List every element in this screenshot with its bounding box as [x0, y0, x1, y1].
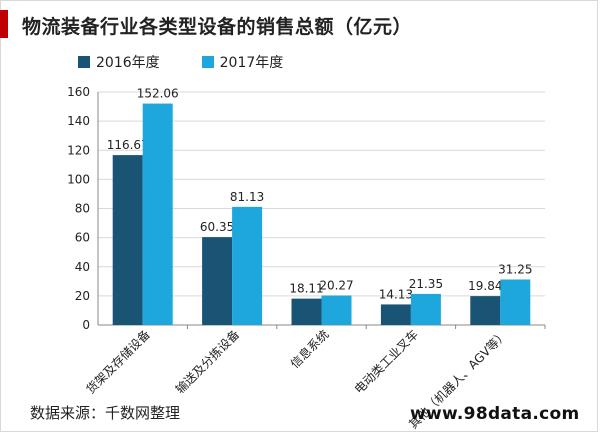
data-label: 116.67 [107, 138, 149, 152]
data-label: 14.13 [379, 287, 413, 301]
legend-item-2017: 2017年度 [201, 52, 284, 72]
bar-2017 [410, 293, 441, 325]
bar-2016 [202, 237, 233, 325]
data-label: 152.06 [137, 87, 179, 101]
legend-item-2016: 2016年度 [78, 52, 160, 72]
x-tick-label: 信息系统 [287, 327, 332, 372]
data-label: 19.84 [468, 279, 502, 293]
chart-title: 物流装备行业各类型设备的销售总额（亿元） [22, 16, 413, 38]
data-label: 60.35 [200, 220, 234, 234]
y-tick-label: 0 [82, 318, 90, 332]
bar-2017 [142, 103, 173, 325]
y-tick-label: 80 [75, 202, 90, 216]
legend-label-2017: 2017年度 [219, 55, 284, 71]
bar-2017 [232, 206, 263, 325]
y-tick-label: 40 [75, 260, 90, 274]
data-label: 21.35 [409, 277, 443, 291]
legend-swatch-2016 [78, 56, 90, 68]
y-tick-label: 120 [67, 143, 90, 157]
data-label: 81.13 [230, 190, 264, 204]
bar-2016 [112, 155, 143, 325]
data-label: 20.27 [319, 278, 353, 292]
bar-2016 [291, 298, 322, 325]
data-label: 18.11 [289, 282, 323, 296]
x-tick-label: 电动类工业叉车 [351, 327, 421, 397]
y-tick-label: 20 [75, 289, 90, 303]
source-note: 数据来源：千数网整理 [30, 404, 181, 422]
bar-2017 [321, 295, 352, 325]
legend-swatch-2017 [201, 56, 214, 68]
y-tick-label: 60 [75, 231, 90, 245]
data-label: 31.25 [498, 262, 532, 276]
bar-2016 [380, 304, 411, 325]
x-tick-label: 货架及存储设备 [83, 327, 153, 397]
watermark: www.98data.com [410, 404, 580, 424]
bar-2016 [470, 296, 501, 325]
x-tick-label: 输送及分拣设备 [172, 327, 242, 397]
y-tick-label: 140 [67, 114, 90, 128]
legend: 2016年度 2017年度 [78, 52, 283, 72]
legend-label-2016: 2016年度 [96, 55, 160, 71]
bar-2017 [500, 279, 531, 325]
title-accent-bar [0, 10, 8, 38]
y-tick-label: 100 [67, 172, 90, 186]
y-tick-label: 160 [67, 85, 90, 99]
